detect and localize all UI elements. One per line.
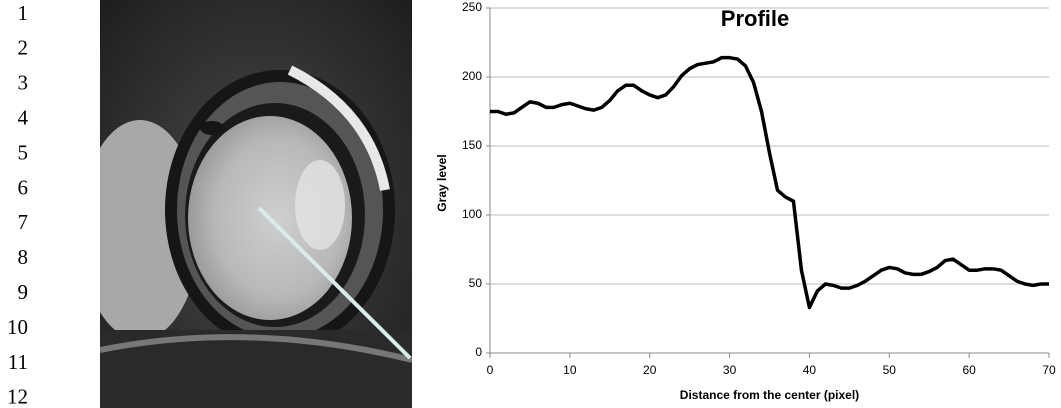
- y-tick-label: 100: [462, 207, 482, 221]
- line-number: 5: [18, 140, 29, 164]
- line-number: 9: [18, 280, 29, 304]
- line-number: 7: [18, 210, 29, 234]
- y-tick-label: 50: [469, 276, 483, 290]
- y-tick-label: 200: [462, 69, 482, 83]
- y-tick-label: 150: [462, 138, 482, 152]
- y-tick-label: 250: [462, 0, 482, 14]
- line-number: 11: [8, 350, 28, 374]
- data-line: [490, 55, 1049, 310]
- x-tick-label: 70: [1042, 363, 1056, 377]
- y-tick-label: 0: [475, 345, 482, 359]
- mri-image: [100, 0, 412, 408]
- line-number: 2: [18, 36, 29, 60]
- x-axis-label: Distance from the center (pixel): [680, 388, 859, 402]
- x-tick-label: 60: [962, 363, 976, 377]
- x-tick-label: 50: [883, 363, 897, 377]
- line-number: 10: [7, 315, 28, 339]
- line-number: 1: [18, 1, 29, 25]
- line-number: 4: [18, 106, 29, 130]
- chart-title: Profile: [721, 6, 789, 31]
- line-number: 3: [18, 71, 29, 95]
- x-tick-label: 30: [723, 363, 737, 377]
- x-tick-label: 20: [643, 363, 657, 377]
- line-number: 6: [18, 175, 29, 199]
- x-tick-label: 10: [563, 363, 577, 377]
- x-tick-label: 0: [487, 363, 494, 377]
- line-number: 8: [18, 245, 29, 269]
- y-axis-label: Gray level: [435, 154, 449, 211]
- x-tick-label: 40: [803, 363, 817, 377]
- line-number: 12: [7, 385, 28, 408]
